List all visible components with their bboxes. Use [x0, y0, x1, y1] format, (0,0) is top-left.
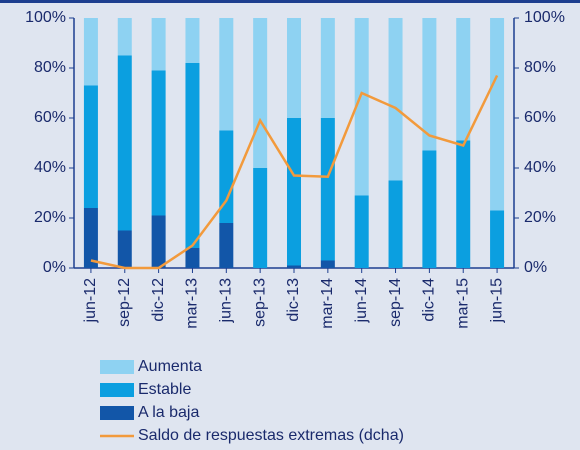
y2-tick-label: 100%: [524, 9, 565, 26]
x-tick-label: jun-14: [353, 278, 370, 324]
x-tick-label: dic-13: [285, 278, 302, 322]
x-tick-label: jun-12: [82, 278, 99, 324]
bar: [320, 118, 335, 261]
y-tick-label: 0%: [43, 259, 66, 276]
y2-tick-label: 60%: [524, 109, 556, 126]
y2-tick-label: 0%: [524, 259, 547, 276]
x-tick-label: mar-15: [454, 278, 471, 329]
x-tick-label: mar-13: [184, 278, 201, 329]
y2-tick-label: 20%: [524, 209, 556, 226]
bar: [287, 265, 301, 268]
bar: [83, 85, 98, 208]
bar: [287, 18, 301, 118]
x-tick-label: jun-13: [218, 278, 235, 324]
bar: [388, 180, 403, 268]
bar: [490, 18, 505, 211]
y2-tick-label: 80%: [524, 59, 556, 76]
x-tick-label: dic-14: [421, 278, 438, 322]
bar: [151, 18, 166, 71]
bar: [388, 18, 403, 181]
bar: [354, 195, 369, 268]
bar: [219, 130, 234, 223]
x-tick-label: mar-14: [319, 278, 336, 329]
bar: [456, 140, 471, 268]
bar: [320, 260, 335, 268]
bar: [83, 18, 98, 86]
legend-label: Estable: [138, 381, 191, 398]
bar: [117, 18, 132, 56]
bar: [456, 18, 471, 141]
y-tick-label: 80%: [34, 59, 66, 76]
bar: [185, 248, 200, 268]
bar: [151, 70, 166, 216]
top-border: [0, 0, 580, 3]
bar: [117, 55, 132, 231]
bar: [422, 150, 437, 268]
legend-label: A la baja: [138, 404, 199, 421]
bar: [253, 168, 268, 268]
legend-swatch: [100, 383, 134, 397]
x-tick-label: sep-13: [251, 278, 268, 327]
bar: [287, 118, 301, 266]
x-tick-label: dic-12: [150, 278, 167, 322]
x-tick-label: jun-15: [488, 278, 505, 324]
bar: [185, 63, 200, 248]
x-tick-label: sep-14: [387, 278, 404, 327]
bar: [151, 215, 166, 268]
bar: [320, 18, 335, 118]
bar: [354, 18, 369, 196]
bar: [185, 18, 200, 63]
x-tick-label: sep-12: [116, 278, 133, 327]
y-tick-label: 100%: [25, 9, 66, 26]
legend-swatch: [100, 406, 134, 420]
legend-label: Aumenta: [138, 358, 202, 375]
bar: [490, 210, 505, 268]
legend-swatch: [100, 360, 134, 374]
y2-tick-label: 40%: [524, 159, 556, 176]
y-tick-label: 40%: [34, 159, 66, 176]
bar: [253, 18, 268, 168]
bar: [83, 208, 98, 268]
y-tick-label: 60%: [34, 109, 66, 126]
y-tick-label: 20%: [34, 209, 66, 226]
legend-label: Saldo de respuestas extremas (dcha): [138, 427, 404, 444]
bar: [117, 230, 132, 268]
bar: [219, 223, 234, 268]
bar: [219, 18, 234, 131]
line: [90, 74, 499, 270]
bar: [422, 18, 437, 151]
